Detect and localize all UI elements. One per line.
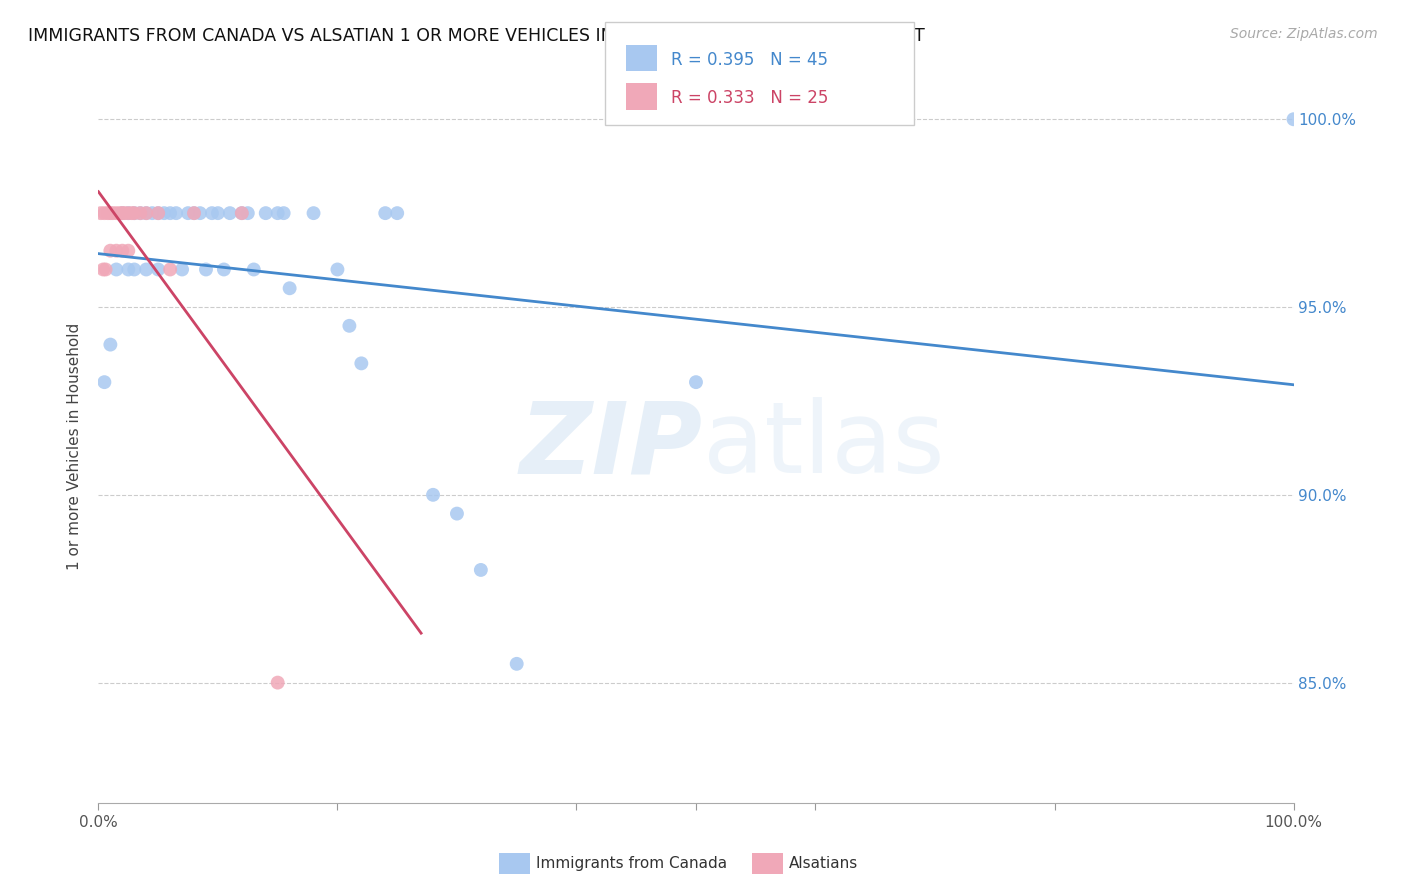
Point	[129, 206, 152, 220]
Point	[98, 206, 122, 220]
Point	[219, 206, 242, 220]
Point	[231, 206, 253, 220]
Point	[267, 675, 290, 690]
Point	[267, 206, 290, 220]
Point	[172, 262, 194, 277]
Point	[195, 262, 218, 277]
Point	[177, 206, 200, 220]
Point	[470, 563, 492, 577]
Point	[117, 262, 139, 277]
Point	[506, 657, 529, 671]
Point	[148, 206, 170, 220]
Point	[135, 206, 157, 220]
Text: Alsatians: Alsatians	[789, 856, 858, 871]
Point	[236, 206, 259, 220]
Text: IMMIGRANTS FROM CANADA VS ALSATIAN 1 OR MORE VEHICLES IN HOUSEHOLD CORRELATION C: IMMIGRANTS FROM CANADA VS ALSATIAN 1 OR …	[28, 27, 925, 45]
Point	[212, 262, 235, 277]
Point	[91, 262, 114, 277]
Point	[117, 206, 139, 220]
Point	[153, 206, 176, 220]
Point	[93, 375, 115, 389]
Text: ZIP: ZIP	[520, 398, 703, 494]
Point	[97, 206, 120, 220]
Point	[207, 206, 229, 220]
Point	[159, 206, 181, 220]
Point	[111, 244, 134, 258]
Point	[129, 206, 152, 220]
Point	[1282, 112, 1305, 127]
Point	[117, 206, 139, 220]
Point	[326, 262, 349, 277]
Point	[108, 206, 131, 220]
Point	[90, 206, 112, 220]
Point	[93, 206, 115, 220]
Point	[183, 206, 205, 220]
Point	[385, 206, 409, 220]
Point	[135, 206, 157, 220]
Point	[188, 206, 211, 220]
Point	[101, 206, 124, 220]
Point	[124, 262, 146, 277]
Point	[350, 356, 373, 370]
Text: Immigrants from Canada: Immigrants from Canada	[536, 856, 727, 871]
Point	[135, 262, 157, 277]
Point	[148, 262, 170, 277]
Point	[273, 206, 295, 220]
Text: Source: ZipAtlas.com: Source: ZipAtlas.com	[1230, 27, 1378, 41]
Y-axis label: 1 or more Vehicles in Household: 1 or more Vehicles in Household	[67, 322, 83, 570]
Point	[231, 206, 253, 220]
Point	[114, 206, 136, 220]
Point	[374, 206, 396, 220]
Point	[117, 244, 139, 258]
Point	[685, 375, 707, 389]
Point	[422, 488, 444, 502]
Point	[121, 206, 143, 220]
Point	[98, 244, 122, 258]
Point	[94, 262, 117, 277]
Point	[111, 206, 134, 220]
Text: R = 0.333   N = 25: R = 0.333 N = 25	[671, 89, 828, 107]
Point	[105, 206, 128, 220]
Point	[243, 262, 266, 277]
Point	[183, 206, 205, 220]
Point	[148, 206, 170, 220]
Text: R = 0.395   N = 45: R = 0.395 N = 45	[671, 51, 828, 69]
Point	[278, 281, 301, 295]
Point	[111, 206, 134, 220]
Point	[254, 206, 277, 220]
Point	[105, 262, 128, 277]
Point	[124, 206, 146, 220]
Text: atlas: atlas	[703, 398, 945, 494]
Point	[141, 206, 163, 220]
Point	[201, 206, 224, 220]
Point	[165, 206, 187, 220]
Point	[159, 262, 181, 277]
Point	[339, 318, 361, 333]
Point	[105, 244, 128, 258]
Point	[446, 507, 468, 521]
Point	[124, 206, 146, 220]
Point	[302, 206, 325, 220]
Point	[98, 337, 122, 351]
